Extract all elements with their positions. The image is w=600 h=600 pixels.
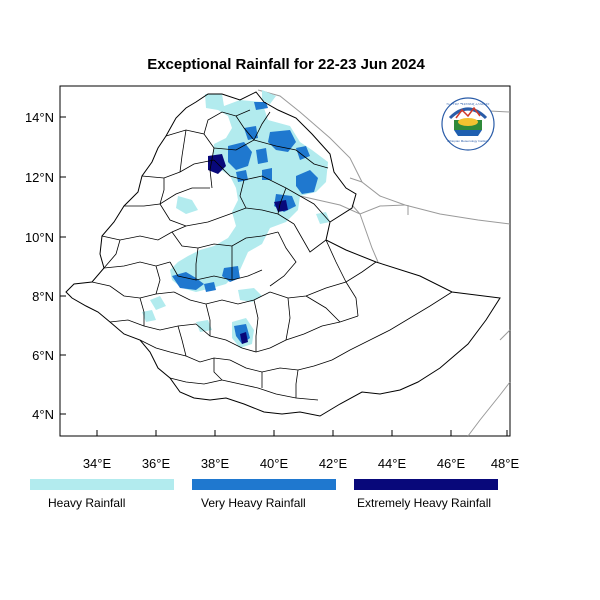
admin-boundaries (91, 109, 453, 401)
y-tick-labels: 14°N 12°N 10°N 8°N 6°N 4°N (25, 110, 54, 422)
legend-swatch-heavy (30, 479, 174, 490)
x-ticks (96, 430, 508, 436)
institute-logo: የኢትዮጵያ ሜቲዎሮሎጂ ኢንስቲትዩት Ethiopian Meteorol… (441, 97, 495, 151)
x-tick-label: 38°E (201, 456, 230, 471)
y-tick-label: 8°N (32, 289, 54, 304)
x-tick-label: 48°E (491, 456, 520, 471)
x-tick-label: 40°E (260, 456, 289, 471)
x-tick-label: 46°E (437, 456, 466, 471)
logo-text-bottom: Ethiopian Meteorology Institute (447, 139, 489, 143)
legend-label-heavy: Heavy Rainfall (48, 496, 126, 510)
extreme-rainfall-areas (208, 154, 288, 344)
y-tick-label: 10°N (25, 230, 54, 245)
ethiopia-border (65, 91, 501, 417)
y-tick-label: 12°N (25, 170, 54, 185)
x-tick-label: 34°E (83, 456, 112, 471)
y-tick-label: 6°N (32, 348, 54, 363)
legend-swatch-very-heavy (192, 479, 336, 490)
legend-swatch-extreme (354, 479, 498, 490)
x-tick-label: 44°E (378, 456, 407, 471)
map-title: Exceptional Rainfall for 22-23 Jun 2024 (147, 56, 425, 73)
x-tick-label: 42°E (319, 456, 348, 471)
legend-label-extreme: Extremely Heavy Rainfall (357, 496, 492, 510)
plot-frame (59, 85, 511, 437)
legend-label-very-heavy: Very Heavy Rainfall (201, 496, 306, 510)
x-tick-label: 36°E (142, 456, 171, 471)
y-tick-label: 14°N (25, 110, 54, 125)
y-ticks (60, 116, 66, 415)
logo-text-top: የኢትዮጵያ ሜቲዎሮሎጂ ኢንስቲትዩት (447, 102, 491, 106)
x-tick-labels: 34°E 36°E 38°E 40°E 42°E 44°E 46°E 48°E (83, 456, 520, 471)
very-heavy-rainfall-areas (172, 102, 318, 344)
y-tick-label: 4°N (32, 407, 54, 422)
